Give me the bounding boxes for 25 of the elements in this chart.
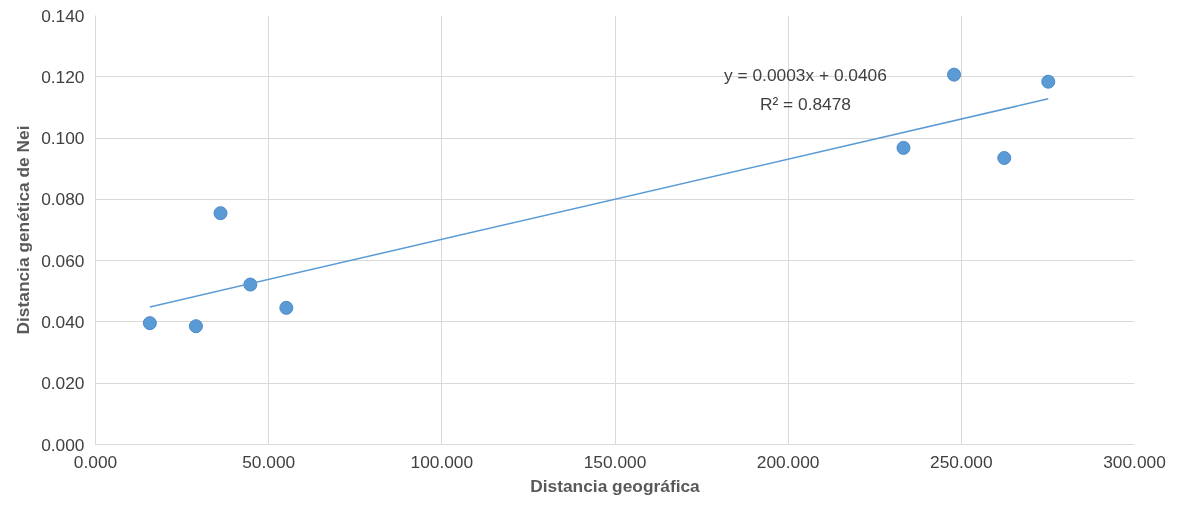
y-tick-label: 0.120 — [41, 66, 85, 87]
x-tick-label: 300.000 — [1103, 451, 1166, 472]
point — [1041, 74, 1056, 89]
y-tick-label: 0.040 — [41, 311, 85, 332]
x-tick-label: 200.000 — [756, 451, 820, 472]
x-tick-label: 100.000 — [410, 451, 474, 472]
y-tick-label: 0.060 — [41, 250, 85, 271]
point — [947, 67, 962, 82]
x-tick-label: 250.000 — [930, 451, 993, 472]
x-axis-title: Distancia geográfica — [530, 475, 701, 496]
point — [142, 316, 157, 331]
x-tick-label: 150.000 — [583, 451, 647, 472]
y-tick-label: 0.100 — [41, 128, 85, 149]
point — [188, 319, 203, 334]
y-tick-label: 0.140 — [41, 5, 85, 26]
point — [896, 140, 911, 155]
y-tick-label: 0.020 — [41, 373, 85, 394]
annotation: y = 0.0003x + 0.0406 — [724, 65, 887, 86]
x-tick-label: 50.000 — [242, 451, 296, 472]
y-axis-title: Distancia genética de Nei — [13, 125, 34, 335]
annotation: R² = 0.8478 — [759, 94, 852, 115]
y-tick-label: 0.080 — [41, 189, 85, 210]
point — [997, 151, 1012, 165]
point — [213, 206, 228, 221]
point — [279, 300, 294, 315]
